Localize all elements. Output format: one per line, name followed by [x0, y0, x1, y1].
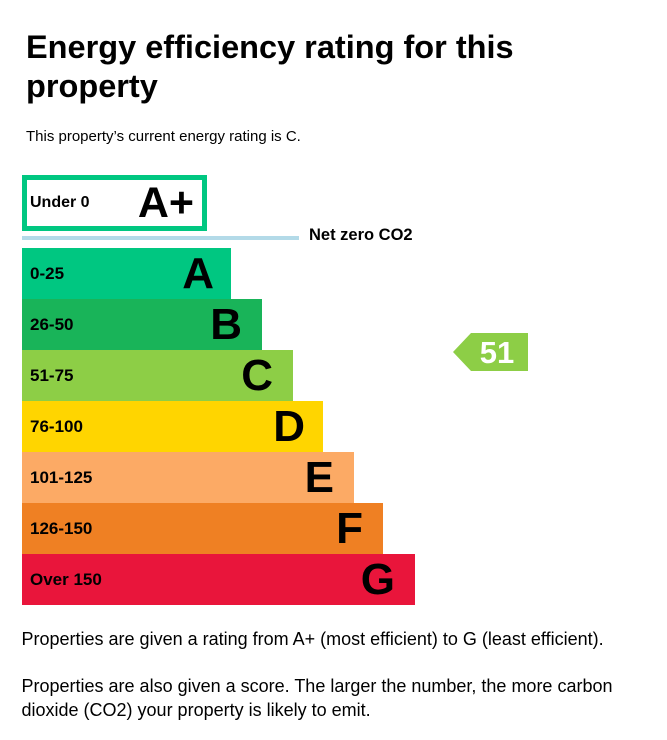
svg-text:51: 51 — [480, 335, 514, 370]
